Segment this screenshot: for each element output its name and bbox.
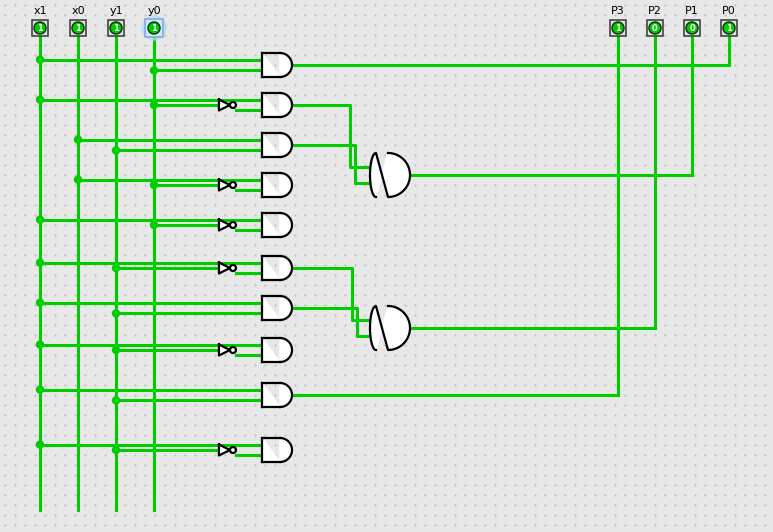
Circle shape [230, 222, 236, 228]
Circle shape [151, 221, 158, 229]
Circle shape [74, 136, 81, 143]
Text: 1: 1 [615, 24, 621, 33]
Circle shape [113, 346, 120, 353]
Circle shape [230, 265, 236, 271]
Polygon shape [262, 338, 292, 362]
Text: P0: P0 [722, 6, 736, 16]
Polygon shape [262, 256, 292, 280]
Circle shape [151, 181, 158, 188]
Polygon shape [219, 445, 230, 455]
Circle shape [36, 96, 43, 103]
Circle shape [72, 22, 84, 34]
Circle shape [230, 347, 236, 353]
Text: P1: P1 [685, 6, 699, 16]
Circle shape [36, 386, 43, 393]
Bar [145, 19, 163, 37]
Circle shape [113, 397, 120, 404]
Text: y1: y1 [109, 6, 123, 16]
Polygon shape [262, 133, 292, 157]
Text: 1: 1 [75, 24, 81, 33]
Circle shape [230, 182, 236, 188]
Bar [108, 20, 124, 36]
Polygon shape [262, 173, 292, 197]
Text: P2: P2 [648, 6, 662, 16]
Polygon shape [219, 179, 230, 190]
Text: 0: 0 [689, 24, 695, 33]
Polygon shape [262, 383, 292, 407]
Polygon shape [262, 53, 292, 77]
Circle shape [110, 22, 122, 34]
Circle shape [148, 22, 160, 34]
Bar [647, 20, 663, 36]
Circle shape [113, 147, 120, 154]
Polygon shape [219, 99, 230, 111]
Circle shape [74, 176, 81, 183]
Circle shape [36, 216, 43, 223]
Polygon shape [262, 213, 292, 237]
Polygon shape [219, 262, 230, 273]
Circle shape [612, 22, 624, 34]
Text: 1: 1 [37, 24, 43, 33]
Text: 1: 1 [113, 24, 119, 33]
Circle shape [36, 341, 43, 348]
Text: 1: 1 [726, 24, 732, 33]
Bar [32, 20, 48, 36]
Circle shape [151, 67, 158, 74]
Circle shape [36, 299, 43, 306]
Circle shape [686, 22, 698, 34]
Circle shape [34, 22, 46, 34]
Bar [721, 20, 737, 36]
Bar [684, 20, 700, 36]
Circle shape [230, 447, 236, 453]
Polygon shape [370, 306, 410, 350]
Circle shape [230, 102, 236, 108]
Circle shape [36, 259, 43, 266]
Bar [70, 20, 86, 36]
Circle shape [113, 264, 120, 271]
Polygon shape [370, 153, 410, 197]
Circle shape [649, 22, 661, 34]
Circle shape [151, 102, 158, 109]
Circle shape [36, 56, 43, 63]
Bar [610, 20, 626, 36]
Text: y0: y0 [147, 6, 161, 16]
Text: x1: x1 [33, 6, 47, 16]
Polygon shape [219, 220, 230, 230]
Polygon shape [219, 345, 230, 355]
Polygon shape [262, 93, 292, 117]
Text: P3: P3 [611, 6, 625, 16]
Text: x0: x0 [71, 6, 85, 16]
Text: 0: 0 [652, 24, 658, 33]
Circle shape [142, 16, 166, 40]
Circle shape [723, 22, 735, 34]
Circle shape [36, 441, 43, 448]
Circle shape [113, 446, 120, 453]
Circle shape [113, 310, 120, 317]
Text: 1: 1 [151, 24, 157, 33]
Polygon shape [262, 296, 292, 320]
Polygon shape [262, 438, 292, 462]
